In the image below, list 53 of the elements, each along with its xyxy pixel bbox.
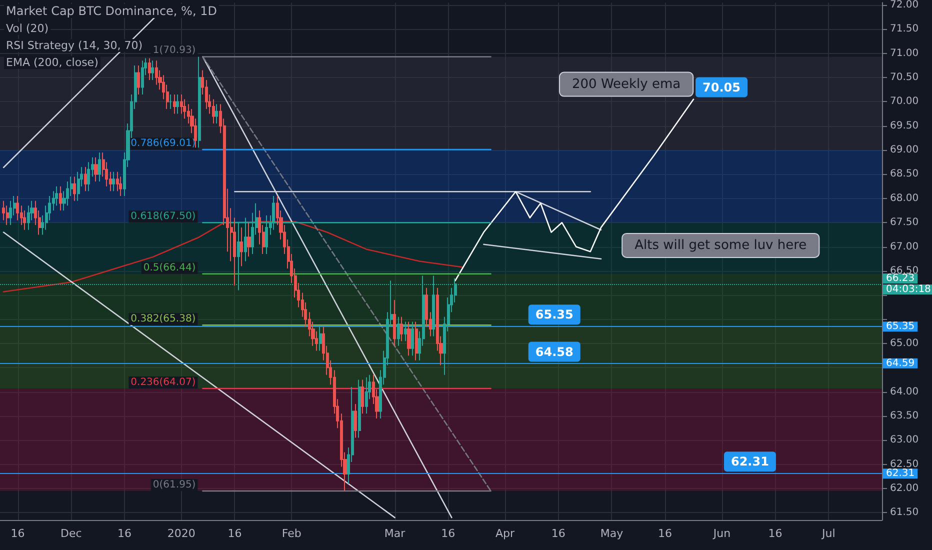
annotation: 64.58 (535, 344, 574, 359)
series-label: 0.786(69.01) (130, 138, 196, 150)
annotation: Alts will get some luv here (634, 238, 807, 253)
series-label: 1(70.93) (152, 45, 196, 56)
y-tick-label: 69.00 (890, 144, 919, 156)
annotation: Vol (20) (6, 22, 49, 35)
y-tick-label: 71.00 (890, 48, 919, 59)
x-tick-label: 16 (768, 527, 782, 540)
x-tick-label: 16 (658, 527, 672, 540)
y-tick-label: 72.00 (890, 0, 919, 10)
annotation: RSI Strategy (14, 30, 70) (6, 39, 143, 52)
y-tick-label: 62.00 (890, 483, 919, 494)
x-tick-label: 16 (441, 527, 456, 540)
x-tick-label: 16 (117, 527, 132, 540)
y-tick-label: 67.00 (890, 241, 919, 252)
y-tick-label: 70.50 (890, 72, 919, 84)
y-tick-label: 70.00 (890, 96, 919, 108)
ref-line-label: 64.59 (886, 358, 915, 369)
x-tick-label: Apr (496, 527, 516, 540)
y-tick-label: 63.50 (890, 410, 919, 422)
x-tick-label: Mar (384, 527, 406, 540)
y-tick-label: 62.50 (890, 458, 919, 470)
y-tick-label: 69.50 (890, 120, 919, 132)
annotation: 200 Weekly ema (572, 76, 681, 92)
annotation: 70.05 (702, 80, 740, 94)
ref-line-label: 65.35 (886, 321, 915, 332)
x-tick-label: May (600, 527, 624, 540)
x-tick-label: Dec (60, 527, 82, 540)
y-tick-label: 68.50 (890, 168, 919, 180)
y-tick-label: 61.50 (890, 507, 919, 518)
series-label: 0.5(66.44) (143, 262, 196, 274)
y-tick-label: 68.00 (890, 192, 919, 204)
x-tick-label: Jun (712, 527, 731, 540)
annotation: 62.31 (730, 454, 769, 469)
series-label: 0.382(65.38) (130, 314, 196, 325)
series-label: 0.618(67.50) (130, 211, 196, 222)
x-tick-label: Feb (282, 527, 302, 540)
annotation: EMA (200, close) (6, 56, 98, 69)
annotation: 65.35 (535, 308, 574, 322)
series-label: 0.236(64.07) (130, 376, 196, 388)
y-tick-label: 71.50 (890, 24, 919, 35)
ref-line-label: 62.31 (886, 468, 915, 480)
chart-title: Market Cap BTC Dominance, %, 1D (6, 4, 217, 18)
x-tick-label: Jul (821, 527, 836, 540)
x-tick-label: 16 (551, 527, 566, 540)
x-tick-label: 2020 (167, 527, 196, 540)
y-tick-label: 65.00 (890, 338, 919, 349)
x-tick-label: 16 (10, 527, 25, 540)
series-label: 0(61.95) (152, 479, 196, 490)
y-tick-label: 67.50 (890, 217, 919, 228)
y-tick-label: 63.00 (890, 434, 919, 446)
x-tick-label: 16 (228, 527, 242, 540)
y-tick-label: 64.00 (890, 386, 919, 398)
